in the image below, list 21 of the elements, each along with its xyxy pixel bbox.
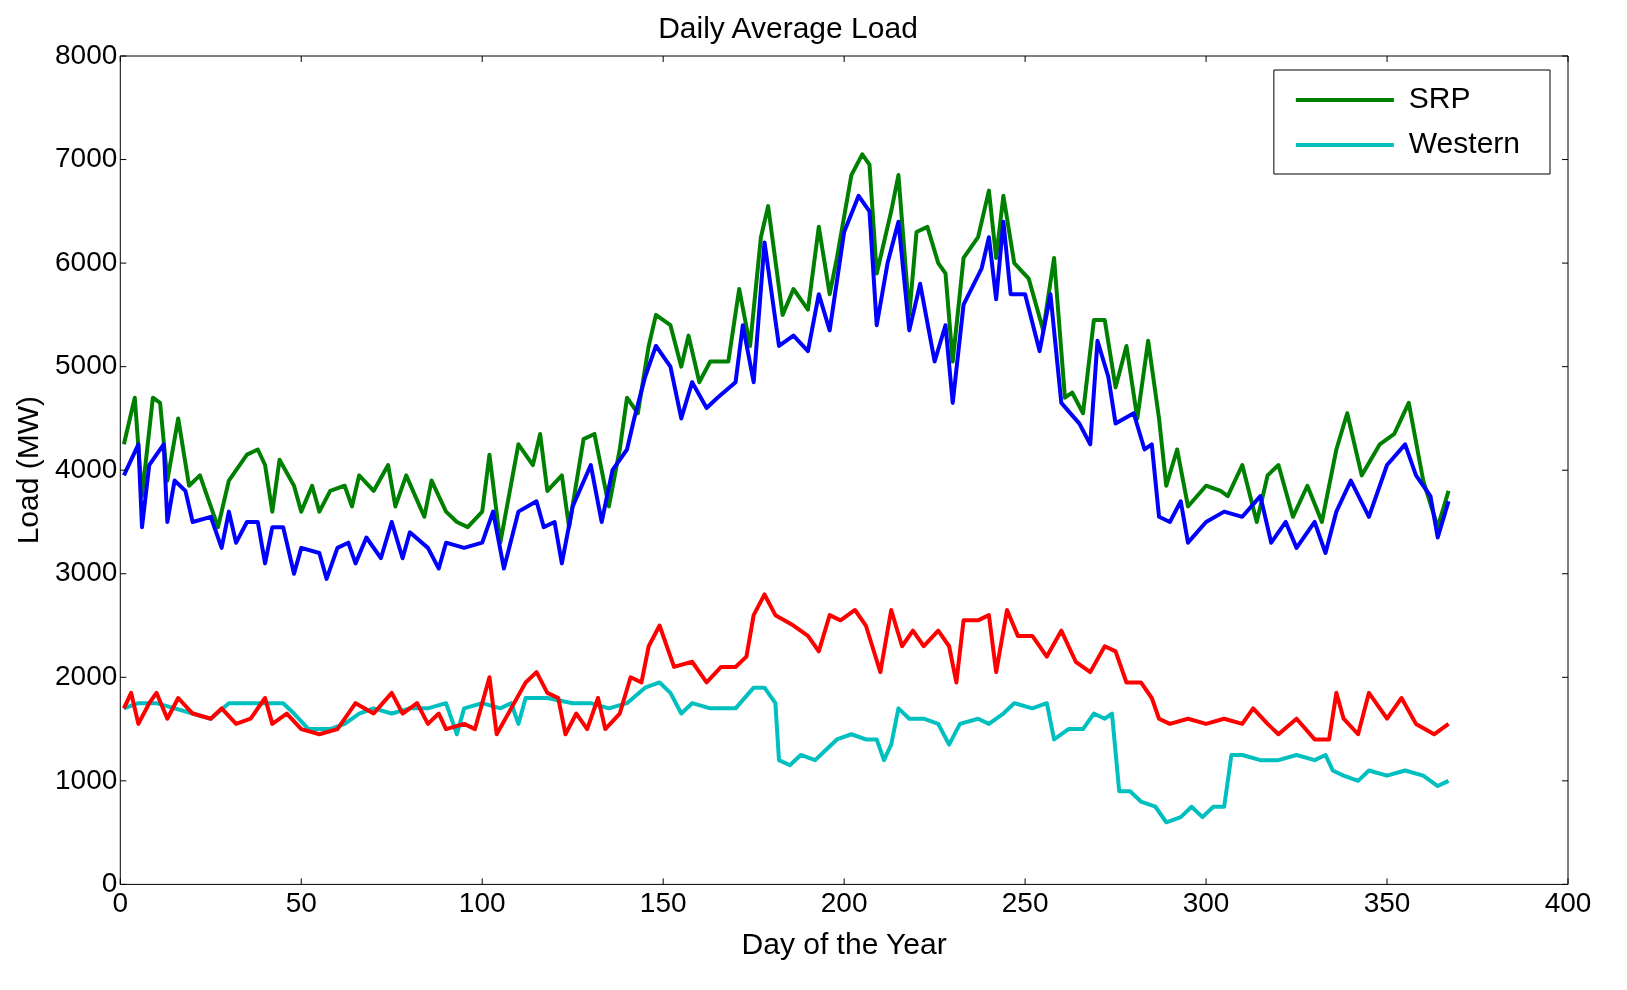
x-tick-label: 400	[1544, 886, 1592, 918]
x-tick-label: 350	[1363, 886, 1411, 918]
y-tick-label: 5000	[54, 349, 118, 381]
x-axis-title: Day of the Year	[741, 927, 947, 961]
y-axis-title: Load (MW)	[11, 396, 45, 545]
chart-title: Daily Average Load	[658, 11, 918, 45]
y-tick-label: 1000	[54, 763, 118, 795]
x-tick-label: 150	[639, 886, 687, 918]
x-tick-label: 50	[285, 886, 317, 918]
x-tick-label: 300	[1182, 886, 1230, 918]
legend-label: SRP	[1408, 81, 1471, 115]
y-tick-label: 4000	[54, 452, 118, 484]
x-tick-label: 250	[1001, 886, 1049, 918]
y-tick-label: 6000	[54, 245, 118, 277]
x-tick-label: 100	[458, 886, 506, 918]
y-tick-label: 7000	[54, 142, 118, 174]
y-tick-label: 3000	[54, 556, 118, 588]
y-tick-label: 8000	[54, 38, 118, 70]
y-tick-label: 2000	[54, 660, 118, 692]
x-tick-label: 200	[820, 886, 868, 918]
legend-label: Western	[1408, 126, 1520, 160]
